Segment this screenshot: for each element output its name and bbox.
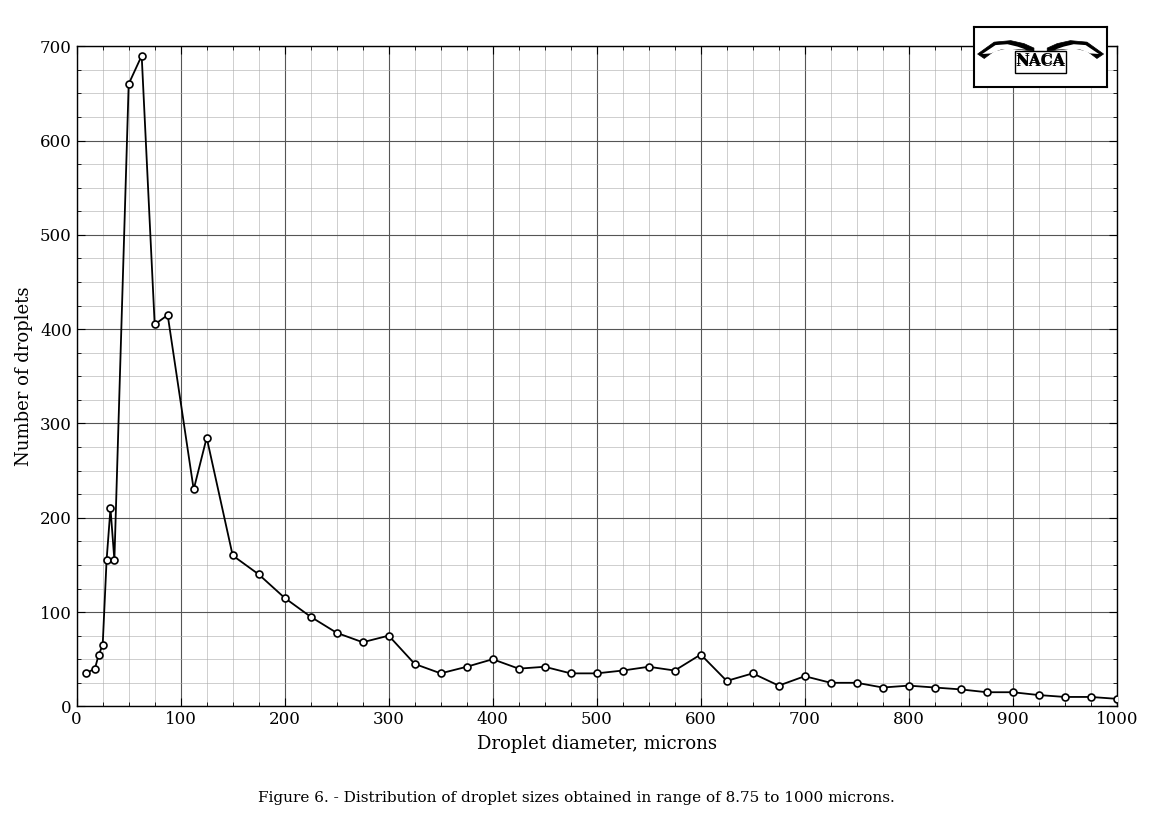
FancyBboxPatch shape — [1016, 51, 1065, 74]
X-axis label: Droplet diameter, microns: Droplet diameter, microns — [476, 735, 717, 753]
Text: NACA: NACA — [1016, 55, 1065, 69]
PathPatch shape — [1055, 45, 1099, 54]
Y-axis label: Number of droplets: Number of droplets — [15, 287, 33, 466]
PathPatch shape — [1047, 40, 1103, 59]
Text: NACA: NACA — [1016, 53, 1065, 67]
PathPatch shape — [978, 40, 1034, 59]
Text: Figure 6. - Distribution of droplet sizes obtained in range of 8.75 to 1000 micr: Figure 6. - Distribution of droplet size… — [258, 791, 895, 805]
PathPatch shape — [982, 45, 1026, 54]
